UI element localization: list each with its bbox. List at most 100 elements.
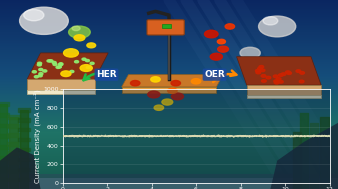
Bar [0, 64, 338, 65]
Y-axis label: Current Density (mA cm⁻²): Current Density (mA cm⁻²) [33, 89, 41, 183]
Circle shape [38, 75, 42, 77]
Bar [0, 101, 338, 102]
Bar [0, 80, 338, 81]
Bar [0, 121, 338, 122]
FancyBboxPatch shape [147, 20, 184, 35]
Bar [0, 58, 338, 59]
Bar [0, 141, 338, 142]
Circle shape [171, 93, 184, 100]
Circle shape [61, 71, 71, 77]
Bar [0, 35, 338, 36]
Circle shape [266, 76, 271, 79]
Bar [0, 40, 338, 41]
Bar [0, 187, 338, 188]
Bar [0, 78, 338, 79]
Bar [0, 120, 338, 121]
Bar [0, 24, 338, 25]
Circle shape [279, 81, 283, 83]
Bar [0, 142, 338, 143]
Bar [0, 77, 338, 78]
Bar [0, 72, 338, 73]
Polygon shape [0, 178, 338, 189]
Bar [0, 130, 338, 131]
Circle shape [162, 99, 173, 105]
Bar [0, 48, 338, 49]
Circle shape [218, 46, 228, 52]
Circle shape [263, 17, 278, 25]
Bar [0, 174, 338, 175]
Circle shape [82, 58, 86, 60]
Bar [0, 136, 338, 137]
Bar [0, 53, 338, 54]
Circle shape [32, 71, 37, 73]
Circle shape [130, 81, 140, 86]
Bar [0, 116, 338, 117]
Bar [0, 68, 338, 69]
Bar [0, 175, 338, 176]
Circle shape [24, 9, 44, 21]
Circle shape [171, 81, 180, 86]
Bar [0, 169, 338, 170]
Bar [0, 88, 338, 89]
Bar [0, 65, 338, 66]
Bar [0, 22, 338, 23]
Bar [0, 114, 338, 115]
Bar [0, 112, 338, 113]
Bar [0, 160, 338, 161]
Bar [0, 82, 338, 83]
Bar [0, 158, 338, 159]
Bar [0, 49, 338, 50]
Bar [0, 144, 338, 145]
Polygon shape [247, 85, 321, 94]
Bar [0, 69, 338, 70]
Circle shape [261, 75, 266, 77]
Bar [0, 34, 338, 35]
Circle shape [240, 47, 260, 59]
Circle shape [34, 76, 39, 78]
Bar [0, 19, 338, 20]
Bar [0, 85, 338, 86]
Bar [0, 63, 338, 64]
Bar [0, 173, 338, 174]
Circle shape [43, 70, 47, 72]
Circle shape [287, 72, 291, 74]
Bar [0, 143, 338, 144]
Bar [0, 154, 338, 155]
Bar [0, 39, 338, 40]
Circle shape [80, 65, 92, 71]
Circle shape [74, 35, 85, 41]
Bar [0, 109, 338, 110]
Bar [0, 138, 338, 139]
Polygon shape [27, 79, 95, 90]
Bar [0, 31, 338, 32]
Bar [0, 167, 338, 168]
Bar [0, 81, 338, 82]
Circle shape [259, 66, 264, 68]
Bar [0, 146, 338, 147]
Bar [0, 164, 338, 165]
Bar [0, 86, 338, 87]
Bar [0, 21, 338, 22]
Bar [0, 135, 338, 136]
Bar [0, 38, 338, 39]
Circle shape [168, 88, 177, 93]
Bar [0, 43, 338, 44]
Circle shape [52, 61, 56, 64]
Bar [0, 117, 338, 118]
Circle shape [299, 80, 304, 83]
Text: OER: OER [204, 70, 225, 79]
Bar [0, 93, 338, 94]
Circle shape [90, 62, 94, 64]
Bar [0, 122, 338, 123]
Bar [0, 184, 338, 185]
Bar [0, 27, 338, 28]
Bar [0, 132, 338, 133]
Bar [0, 44, 338, 45]
Bar [0, 153, 338, 154]
Bar [0, 95, 338, 96]
Circle shape [59, 63, 63, 66]
Circle shape [37, 64, 41, 66]
Circle shape [273, 75, 278, 78]
Bar [0, 98, 338, 99]
Bar [0, 9, 338, 10]
